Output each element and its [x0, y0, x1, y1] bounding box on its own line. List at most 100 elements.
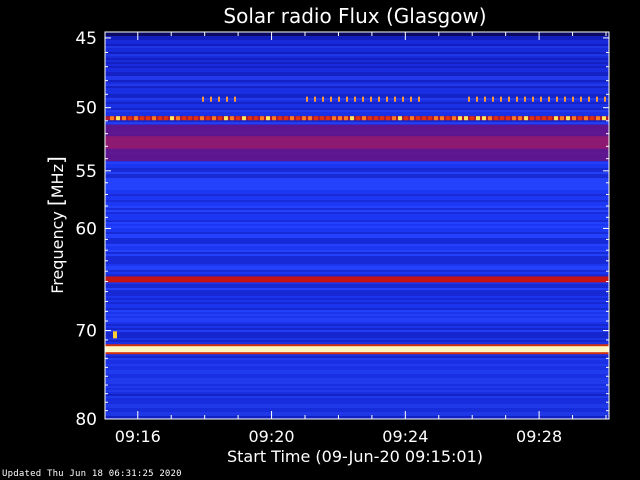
noise-row [105, 196, 609, 198]
noise-row [105, 366, 609, 368]
noise-row [105, 100, 609, 102]
emission-dash [152, 116, 156, 121]
noise-row [105, 92, 609, 94]
noise-row [105, 398, 609, 400]
emission-dash [356, 116, 360, 121]
noise-row [105, 170, 609, 172]
emission-dash [548, 116, 552, 121]
y-axis-label-main: Frequency [48, 206, 67, 294]
emission-dash [404, 116, 408, 121]
emission-dash [254, 116, 258, 121]
noise-row [105, 182, 609, 184]
noise-row [105, 102, 609, 104]
noise-row [105, 394, 609, 396]
noise-row [105, 380, 609, 382]
emission-tick [410, 96, 412, 102]
x-tick-label: 09:16 [115, 427, 161, 446]
noise-row [105, 382, 609, 384]
emission-dash [278, 116, 282, 121]
noise-row [105, 202, 609, 204]
noise-row [105, 354, 609, 356]
noise-row [105, 164, 609, 166]
emission-dash [410, 116, 414, 121]
emission-dash [524, 116, 528, 121]
noise-row [105, 254, 609, 256]
emission-tick [484, 96, 486, 102]
noise-row [105, 414, 609, 416]
update-timestamp: Updated Thu Jun 18 06:31:25 2020 [2, 469, 182, 479]
emission-tick [500, 96, 502, 102]
noise-row [105, 80, 609, 82]
noise-row [105, 316, 609, 318]
noise-row [105, 98, 609, 100]
emission-tick [370, 96, 372, 102]
noise-row [105, 112, 609, 114]
y-tick-label: 50 [75, 99, 97, 119]
emission-tick [354, 96, 356, 102]
noise-row [105, 106, 609, 108]
noise-row [105, 214, 609, 216]
noise-row [105, 360, 609, 362]
noise-row [105, 68, 609, 70]
emission-dash [188, 116, 192, 121]
emission-dash [266, 116, 270, 121]
noise-row [105, 218, 609, 220]
emission-tick [362, 96, 364, 102]
y-axis-label-unit: MHz [48, 164, 67, 198]
emission-tick [306, 96, 308, 102]
noise-row [105, 120, 609, 122]
noise-row [105, 410, 609, 412]
emission-dash [530, 116, 534, 121]
emission-tick [492, 96, 494, 102]
emission-dash [236, 116, 240, 121]
emission-tick [386, 96, 388, 102]
noise-row [105, 168, 609, 170]
emission-dash [368, 116, 372, 121]
noise-row [105, 66, 609, 68]
x-tick-label: 09:24 [382, 427, 428, 446]
noise-row [105, 54, 609, 56]
emission-dash [284, 116, 288, 121]
noise-row [105, 412, 609, 414]
noise-row [105, 416, 609, 418]
noise-row [105, 40, 609, 42]
noise-row [105, 90, 609, 92]
emission-dash [452, 116, 456, 121]
emission-tick [572, 96, 574, 102]
emission-tick [378, 96, 380, 102]
noise-row [105, 62, 609, 64]
emission-tick [226, 96, 228, 102]
emission-tick [338, 96, 340, 102]
noise-row [105, 60, 609, 62]
emission-dash [380, 116, 384, 121]
emission-tick [532, 96, 534, 102]
noise-row [105, 322, 609, 324]
noise-row [105, 48, 609, 50]
emission-dash [296, 116, 300, 121]
emission-dash [446, 116, 450, 121]
noise-row [105, 242, 609, 244]
noise-row [105, 240, 609, 242]
emission-dash [176, 116, 180, 121]
x-axis: 09:16 09:20 09:24 09:28 [115, 32, 607, 446]
emission-dash [224, 116, 228, 121]
emission-dash [350, 116, 354, 121]
noise-row [105, 256, 609, 258]
emission-dash [290, 116, 294, 121]
y-axis-label: Frequency [MHz] [44, 156, 68, 294]
noise-row [105, 286, 609, 288]
noise-row [105, 260, 609, 262]
noise-row [105, 230, 609, 232]
noise-row [105, 298, 609, 300]
plot-frame [104, 31, 610, 420]
top-dark-band [105, 32, 609, 36]
x-tick-label: 09:20 [248, 427, 294, 446]
noise-row [105, 96, 609, 98]
noise-row [105, 358, 609, 360]
noise-row [105, 288, 609, 290]
noise-row [105, 190, 609, 192]
noise-row [105, 76, 609, 78]
noise-row [105, 332, 609, 334]
noise-row [105, 250, 609, 252]
noise-row [105, 268, 609, 270]
